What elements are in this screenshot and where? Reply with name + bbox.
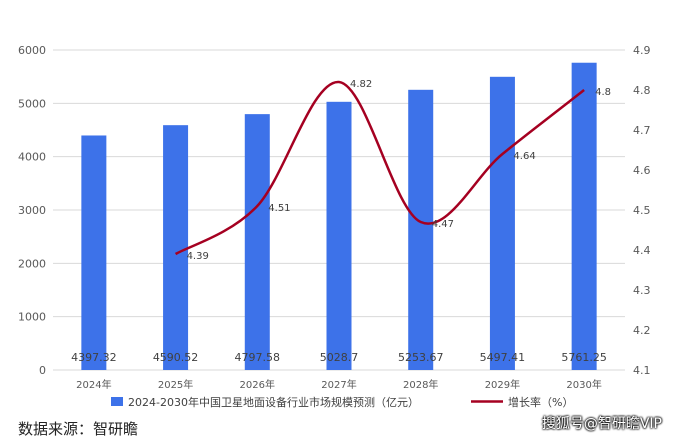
bar-value-label: 5497.41: [480, 351, 526, 364]
bar-value-label: 4590.52: [153, 351, 199, 364]
growth-rate-line: [174, 80, 585, 256]
left-tick-label: 3000: [18, 204, 46, 217]
category-label: 2030年: [566, 378, 601, 391]
bar-series: [81, 62, 597, 371]
right-tick-label: 4.7: [633, 124, 651, 137]
category-label: 2024年: [76, 378, 111, 391]
bar-value-label: 5253.67: [398, 351, 444, 364]
category-axis: 2024年 2025年 2026年 2027年 2028年 2029年 2030年: [76, 378, 602, 391]
line-point-label: 4.51: [268, 203, 290, 214]
left-tick-label: 2000: [18, 257, 46, 270]
right-tick-label: 4.3: [633, 284, 651, 297]
legend: 2024-2030年中国卫星地面设备行业市场规模预测（亿元） 增长率（%）: [111, 395, 573, 409]
watermark: 搜狐号@智研瞻VIP: [541, 416, 662, 432]
bar: [571, 62, 597, 370]
category-label: 2028年: [403, 378, 438, 391]
line-point-label: 4.47: [432, 219, 454, 230]
category-label: 2026年: [240, 378, 275, 391]
left-tick-label: 4000: [18, 151, 46, 164]
bar-value-label: 4397.32: [71, 351, 117, 364]
right-tick-label: 4.8: [633, 84, 651, 97]
line-point-label: 4.82: [350, 79, 372, 90]
legend-bar-swatch: [111, 397, 123, 406]
left-tick-label: 1000: [18, 311, 46, 324]
category-label: 2027年: [321, 378, 356, 391]
category-label: 2029年: [485, 378, 520, 391]
right-tick-label: 4.1: [633, 364, 651, 377]
line-data-labels: 4.39 4.51 4.82 4.47 4.64 4.8: [187, 79, 611, 262]
category-label: 2025年: [158, 378, 193, 391]
left-axis: 0 1000 2000 3000 4000 5000 6000: [18, 44, 46, 377]
left-tick-label: 0: [39, 364, 46, 377]
bar: [244, 114, 270, 371]
bar: [163, 125, 189, 370]
right-tick-label: 4.9: [633, 44, 651, 57]
legend-line-label: 增长率（%）: [508, 395, 573, 409]
bar-value-label: 4797.58: [235, 351, 281, 364]
bar: [81, 135, 107, 370]
right-axis: 4.1 4.2 4.3 4.4 4.5 4.6 4.7 4.8 4.9: [633, 44, 651, 377]
line-point-label: 4.39: [187, 251, 209, 262]
line-point-label: 4.64: [513, 151, 535, 162]
legend-bar-label: 2024-2030年中国卫星地面设备行业市场规模预测（亿元）: [128, 395, 419, 409]
bar-data-labels: 4397.32 4590.52 4797.58 5028.7 5253.67 5497.4…: [71, 351, 607, 364]
bar: [326, 101, 352, 370]
bar-value-label: 5028.7: [320, 351, 359, 364]
bar: [489, 76, 515, 370]
right-tick-label: 4.5: [633, 204, 651, 217]
bar-value-label: 5761.25: [561, 351, 607, 364]
right-tick-label: 4.2: [633, 324, 651, 337]
line-series: [174, 80, 585, 256]
left-tick-label: 5000: [18, 97, 46, 110]
bar: [408, 89, 434, 371]
source-note: 数据来源：智研瞻: [18, 420, 139, 438]
right-tick-label: 4.6: [633, 164, 651, 177]
line-point-label: 4.8: [595, 87, 611, 98]
right-tick-label: 4.4: [633, 244, 651, 257]
left-tick-label: 6000: [18, 44, 46, 57]
